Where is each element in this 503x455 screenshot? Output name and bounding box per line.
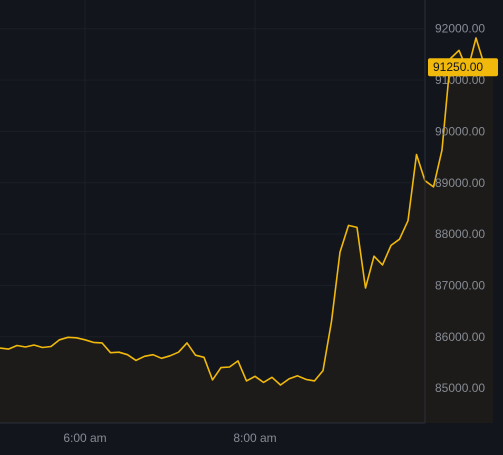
y-tick-label: 90000.00	[435, 124, 485, 138]
x-tick-label: 8:00 am	[233, 431, 276, 445]
current-price-tag: 91250.00	[428, 58, 498, 77]
current-price-label: 91250.00	[433, 60, 483, 74]
y-tick-label: 85000.00	[435, 381, 485, 395]
y-tick-label: 89000.00	[435, 176, 485, 190]
y-axis[interactable]: 85000.00 86000.00 87000.00 88000.00 89000.00…	[435, 22, 485, 395]
y-tick-label: 92000.00	[435, 22, 485, 36]
x-tick-label: 6:00 am	[63, 431, 106, 445]
current-price-tag-bg	[428, 58, 498, 77]
price-line	[0, 37, 494, 386]
price-area-fill	[0, 38, 493, 423]
y-tick-label: 86000.00	[435, 330, 485, 344]
x-axis[interactable]: 6:00 am 8:00 am	[63, 431, 276, 445]
y-tick-label: 91000.00	[435, 73, 485, 87]
y-tick-label: 87000.00	[435, 278, 485, 292]
y-tick-label: 88000.00	[435, 227, 485, 241]
